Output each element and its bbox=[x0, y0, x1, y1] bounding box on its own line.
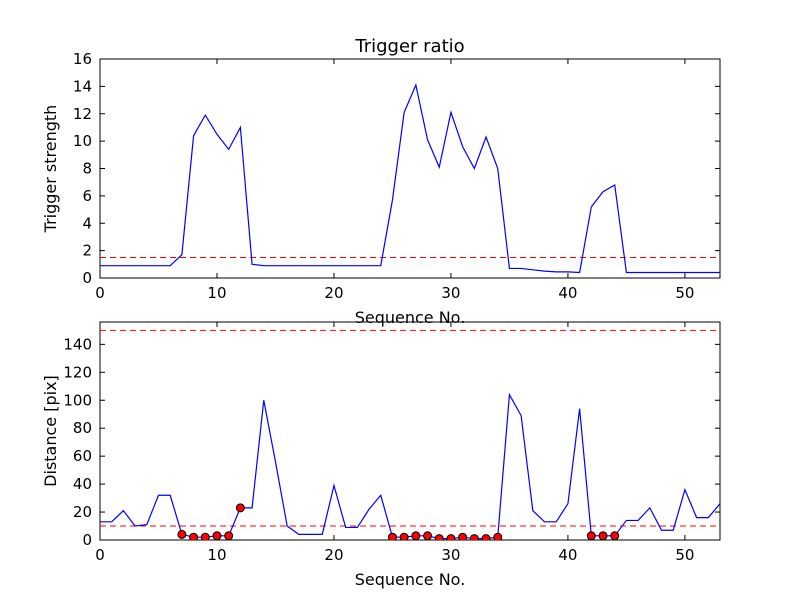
y-tick-label: 4 bbox=[82, 214, 92, 232]
data-point-marker bbox=[235, 503, 245, 513]
x-tick-label: 20 bbox=[324, 546, 343, 564]
data-point-marker bbox=[446, 534, 456, 540]
y-tick-label: 60 bbox=[73, 447, 92, 465]
data-point-marker bbox=[610, 531, 620, 540]
plot-data bbox=[100, 83, 720, 274]
data-point-marker bbox=[434, 534, 444, 540]
y-tick-label: 40 bbox=[73, 475, 92, 493]
x-axis-label: Sequence No. bbox=[355, 308, 466, 327]
data-point-marker bbox=[200, 532, 210, 540]
data-point-marker bbox=[598, 531, 608, 540]
data-point-marker bbox=[458, 532, 468, 540]
x-tick-label: 20 bbox=[324, 284, 343, 302]
plot-data bbox=[100, 329, 720, 540]
x-tick-label: 10 bbox=[207, 284, 226, 302]
data-point-marker bbox=[387, 532, 397, 540]
y-tick-label: 0 bbox=[82, 531, 92, 549]
y-tick-label: 12 bbox=[73, 105, 92, 123]
plot-frame bbox=[99, 321, 721, 541]
y-tick-label: 2 bbox=[82, 242, 92, 260]
y-tick-label: 6 bbox=[82, 187, 92, 205]
data-point-marker bbox=[189, 532, 199, 540]
y-axis-label: Distance [pix] bbox=[41, 375, 60, 487]
y-tick-label: 14 bbox=[73, 77, 92, 95]
x-tick-label: 30 bbox=[441, 546, 460, 564]
data-point-marker bbox=[177, 529, 187, 539]
x-tick-label: 30 bbox=[441, 284, 460, 302]
y-tick-label: 80 bbox=[73, 419, 92, 437]
data-point-marker bbox=[411, 531, 421, 540]
y-tick-label: 10 bbox=[73, 132, 92, 150]
x-tick-label: 10 bbox=[207, 546, 226, 564]
series-line bbox=[100, 83, 720, 274]
distance-chart: 0 10 20 30 40 50 0 20 40 60 80 100 120 140 Sequence No… bbox=[41, 321, 721, 589]
y-tick-label: 20 bbox=[73, 503, 92, 521]
data-point-marker bbox=[586, 531, 596, 540]
x-tick-label: 0 bbox=[95, 546, 105, 564]
y-tick-label: 0 bbox=[82, 269, 92, 287]
x-tick-label: 40 bbox=[558, 546, 577, 564]
y-tick-label: 16 bbox=[73, 50, 92, 68]
x-tick-label: 50 bbox=[675, 284, 694, 302]
data-point-marker bbox=[469, 534, 479, 540]
y-tick-label: 8 bbox=[82, 160, 92, 178]
x-tick-label: 40 bbox=[558, 284, 577, 302]
x-tick-label: 0 bbox=[95, 284, 105, 302]
y-tick-label: 140 bbox=[63, 335, 92, 353]
data-point-marker bbox=[493, 532, 503, 540]
x-axis-label: Sequence No. bbox=[355, 570, 466, 589]
data-point-marker bbox=[481, 534, 491, 540]
data-point-marker bbox=[423, 531, 433, 540]
x-tick-label: 50 bbox=[675, 546, 694, 564]
y-tick-label: 100 bbox=[63, 391, 92, 409]
data-point-marker bbox=[224, 531, 234, 540]
y-axis-label: Trigger strength bbox=[41, 105, 60, 234]
y-tick-label: 120 bbox=[63, 363, 92, 381]
chart-title: Trigger ratio bbox=[354, 36, 464, 57]
data-point-marker bbox=[212, 531, 222, 540]
data-point-marker bbox=[399, 532, 409, 540]
